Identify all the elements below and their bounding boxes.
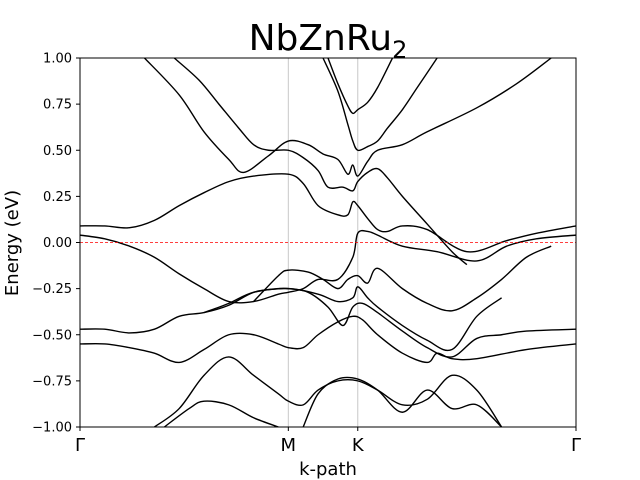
plot-area	[79, 57, 577, 428]
y-tick-label-2: 0.50	[43, 144, 72, 159]
band-line-8	[80, 287, 576, 358]
x-tick-label-3: Γ	[571, 435, 581, 456]
band-line-3	[327, 58, 394, 115]
y-tick-label-3: 0.25	[43, 190, 72, 205]
band-line-11	[163, 400, 279, 427]
band-line-1	[173, 58, 468, 266]
x-tick-label-1: M	[281, 435, 297, 456]
band-line-10	[153, 356, 503, 427]
band-line-9	[80, 315, 576, 364]
y-tick-label-6: −0.50	[32, 328, 72, 343]
y-tick-label-4: 0.00	[43, 236, 72, 251]
y-tick-label-1: 0.75	[43, 98, 72, 113]
band-line-7	[203, 286, 503, 352]
x-axis-label: k-path	[299, 459, 357, 480]
chart-title: NbZnRu2	[249, 18, 408, 64]
y-axis-label: Energy (eV)	[2, 190, 23, 296]
title-subscript: 2	[392, 36, 407, 64]
band-line-4	[80, 173, 576, 253]
title-main: NbZnRu	[249, 18, 392, 59]
y-tick-label-8: −1.00	[32, 421, 72, 436]
x-tick-label-0: Γ	[75, 435, 85, 456]
band-line-12	[302, 376, 503, 427]
band-line-5	[80, 229, 576, 304]
bands	[80, 58, 576, 427]
y-tick-label-5: −0.25	[32, 282, 72, 297]
x-tick-label-2: K	[352, 435, 365, 456]
band-line-0	[143, 58, 552, 177]
band-line-2	[322, 58, 438, 152]
y-tick-label-7: −0.75	[32, 374, 72, 389]
band-line-6	[253, 245, 552, 312]
y-axis-ticks: 1.00 0.75 0.50 0.25 0.00 −0.25 −0.50 −0.75 −1.00	[32, 52, 80, 436]
y-tick-label-0: 1.00	[43, 52, 72, 67]
